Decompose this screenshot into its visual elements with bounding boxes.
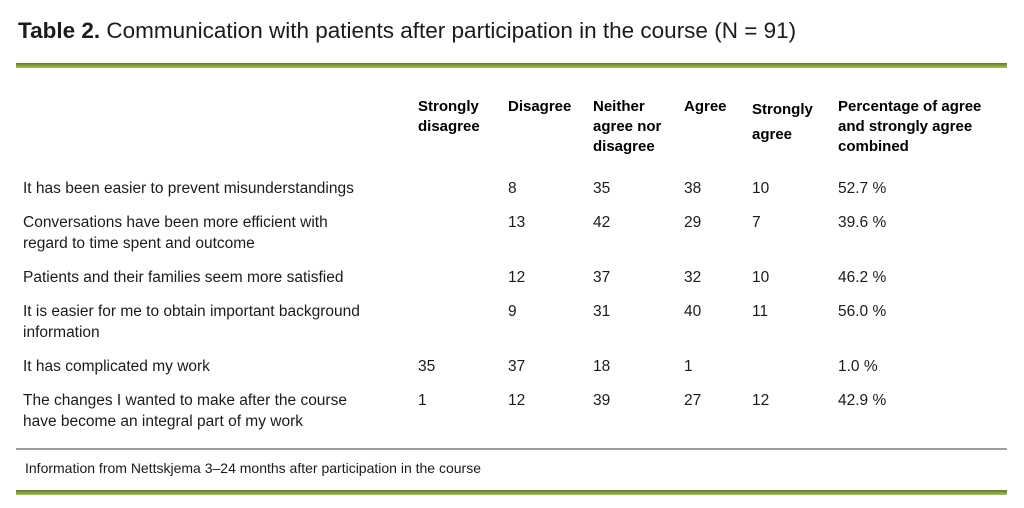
caption-divider	[16, 63, 1007, 68]
column-header-disagree: Disagree	[508, 98, 572, 115]
table-cell: 39	[593, 392, 611, 409]
results-table: Strongly disagree Disagree Neither agree…	[16, 97, 1008, 438]
column-header-agree: Agree	[684, 98, 727, 115]
table-cell: 52.7 %	[838, 180, 887, 197]
table-cell: 32	[684, 269, 702, 286]
table-cell: 37	[508, 358, 526, 375]
table-cell: 8	[508, 180, 517, 197]
table-cell: 29	[684, 214, 702, 231]
table-cell: 1	[418, 392, 427, 409]
table-row: It is easier for me to obtain important …	[16, 294, 1008, 349]
column-header-blank	[16, 97, 418, 171]
column-header-strongly-disagree: Strongly disagree	[418, 98, 480, 135]
row-label: The changes I wanted to make after the c…	[23, 392, 347, 430]
table-footnote: Information from Nettskjema 3–24 months …	[25, 460, 481, 476]
table-row: It has been easier to prevent misunderst…	[16, 171, 1008, 205]
table-cell	[418, 171, 508, 205]
table-cell	[418, 205, 508, 260]
table-cell: 38	[684, 180, 702, 197]
table-row: The changes I wanted to make after the c…	[16, 383, 1008, 438]
table-cell: 1	[684, 358, 693, 375]
table-cell: 12	[508, 269, 526, 286]
bottom-border	[16, 490, 1007, 495]
table-cell: 7	[752, 214, 761, 231]
table-cell: 40	[684, 303, 702, 320]
table-cell: 46.2 %	[838, 269, 887, 286]
table-cell: 27	[684, 392, 702, 409]
table-caption-text: Communication with patients after partic…	[106, 18, 797, 43]
table-cell: 35	[593, 180, 611, 197]
table-cell: 11	[752, 303, 769, 320]
row-label: It has complicated my work	[23, 358, 210, 375]
table-caption: Table 2. Communication with patients aft…	[18, 16, 1004, 46]
table-cell: 10	[752, 269, 770, 286]
row-label: It is easier for me to obtain important …	[23, 303, 360, 341]
table-row: Conversations have been more efficient w…	[16, 205, 1008, 260]
table-cell: 39.6 %	[838, 214, 887, 231]
row-label: Conversations have been more efficient w…	[23, 214, 328, 252]
table-cell	[418, 294, 508, 349]
column-header-percentage-combined: Percentage of agree and strongly agree c…	[838, 98, 982, 155]
table-cell: 37	[593, 269, 611, 286]
table-cell: 9	[508, 303, 517, 320]
table-cell: 1.0 %	[838, 358, 878, 375]
table-row: Patients and their families seem more sa…	[16, 260, 1008, 294]
table-cell: 10	[752, 180, 770, 197]
table-cell: 18	[593, 358, 611, 375]
row-label: It has been easier to prevent misunderst…	[23, 180, 354, 197]
table-cell: 13	[508, 214, 526, 231]
table-cell: 12	[752, 392, 770, 409]
table-cell: 12	[508, 392, 526, 409]
footnote-divider	[16, 448, 1007, 450]
table-cell	[418, 260, 508, 294]
table-cell: 35	[418, 358, 436, 375]
table-cell	[752, 349, 838, 383]
header-row: Strongly disagree Disagree Neither agree…	[16, 97, 1008, 171]
table-cell: 42.9 %	[838, 392, 887, 409]
row-label: Patients and their families seem more sa…	[23, 269, 344, 286]
table-caption-number: Table 2.	[18, 18, 101, 43]
table-cell: 31	[593, 303, 611, 320]
table-cell: 42	[593, 214, 611, 231]
table-cell: 56.0 %	[838, 303, 887, 320]
table-row: It has complicated my work 35 37 18 1 1.…	[16, 349, 1008, 383]
column-header-neither: Neither agree nor disagree	[593, 98, 662, 155]
column-header-strongly-agree: Strongly agree	[752, 101, 813, 143]
